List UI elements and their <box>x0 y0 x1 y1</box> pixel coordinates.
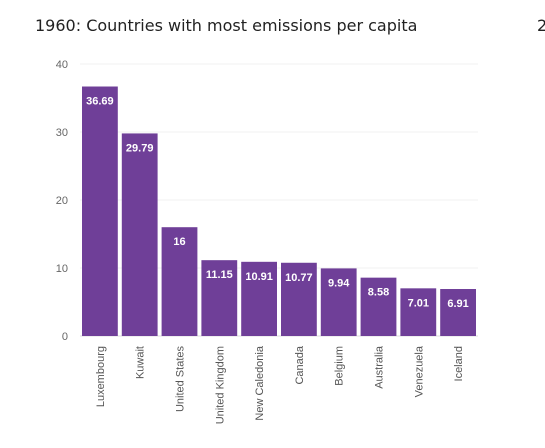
chart-title: 1960: Countries with most emissions per … <box>35 16 418 35</box>
data-label: 10.77 <box>285 272 313 284</box>
bar <box>82 86 118 337</box>
x-tick-label: New Caledonia <box>254 345 266 420</box>
y-tick-label: 0 <box>62 331 68 343</box>
data-label: 29.79 <box>126 142 154 154</box>
bar <box>320 268 357 336</box>
bar <box>161 227 198 336</box>
x-tick-label: United Kingdom <box>214 346 226 424</box>
y-tick-label: 40 <box>56 59 68 71</box>
x-tick-label: Australia <box>374 345 386 389</box>
bar <box>440 289 476 336</box>
bar <box>201 260 238 336</box>
x-tick-label: Kuwait <box>135 346 147 379</box>
y-axis-ticks: 0 10 20 30 40 <box>56 59 68 343</box>
x-tick-label: Canada <box>294 345 306 384</box>
x-tick-label: United States <box>175 346 187 413</box>
bar <box>281 262 317 336</box>
data-label: 8.58 <box>368 287 389 299</box>
bar <box>360 277 397 336</box>
bar <box>400 288 437 336</box>
x-tick-label: Belgium <box>334 346 346 386</box>
bars <box>82 86 476 337</box>
y-tick-label: 30 <box>56 127 68 139</box>
data-labels: 36.69 29.79 16 11.15 10.91 10.77 9.94 8.58 7.01 6… <box>86 96 469 311</box>
next-chart-title: 2 <box>537 16 545 35</box>
y-tick-label: 10 <box>56 263 68 275</box>
bar <box>121 133 158 336</box>
data-label: 7.01 <box>408 297 429 309</box>
x-axis-labels: Luxembourg Kuwait United States United King… <box>95 345 465 424</box>
x-tick-label: Venezuela <box>413 345 425 397</box>
x-tick-label: Luxembourg <box>95 346 107 407</box>
data-label: 16 <box>173 236 185 248</box>
bar <box>241 261 277 336</box>
y-tick-label: 20 <box>56 195 68 207</box>
data-label: 6.91 <box>447 298 468 310</box>
data-label: 11.15 <box>206 269 233 281</box>
data-label: 10.91 <box>245 271 273 283</box>
x-tick-label: Iceland <box>453 346 465 381</box>
data-label: 9.94 <box>328 277 350 289</box>
data-label: 36.69 <box>86 96 114 108</box>
